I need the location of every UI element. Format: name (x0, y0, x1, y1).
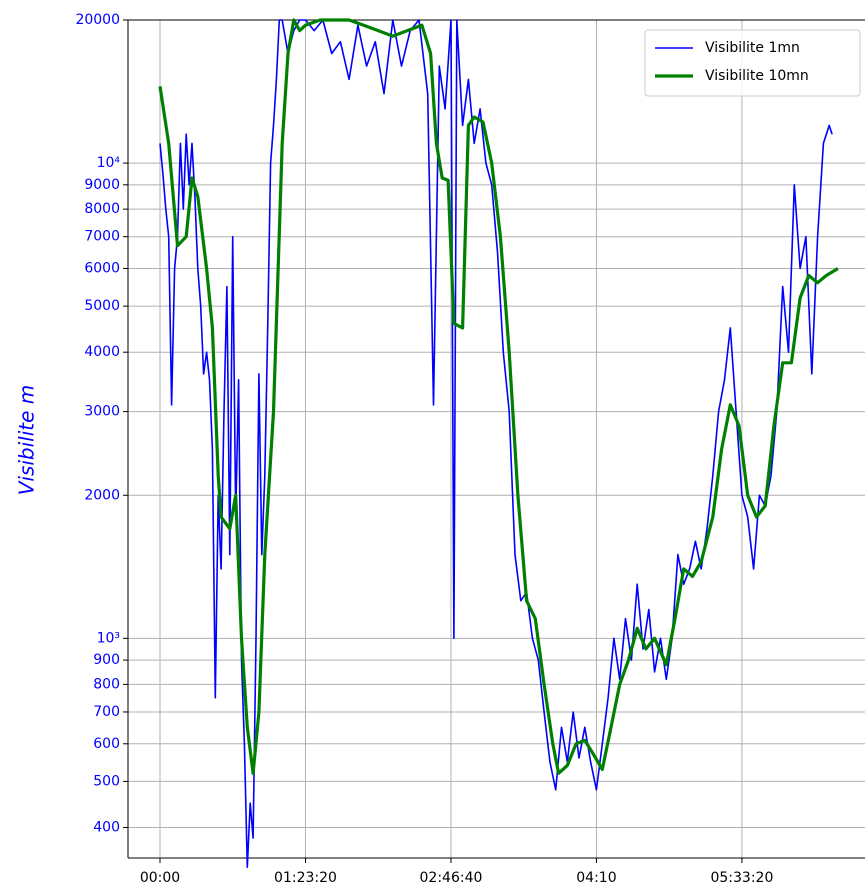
x-tick-label: 04:10 (576, 870, 616, 886)
y-tick-label: 10³ (97, 630, 120, 646)
y-tick-label: 500 (93, 773, 120, 789)
y-tick-label: 900 (93, 652, 120, 668)
y-tick-label: 700 (93, 704, 120, 720)
y-tick-label: 10⁴ (97, 155, 121, 171)
x-tick-label: 01:23:20 (274, 870, 337, 886)
y-tick-label: 9000 (84, 177, 120, 193)
y-tick-label: 3000 (84, 404, 120, 420)
y-tick-label: 20000 (75, 12, 120, 28)
x-tick-label: 02:46:40 (420, 870, 483, 886)
y-tick-label: 4000 (84, 344, 120, 360)
legend-label: Visibilite 10mn (705, 68, 809, 84)
y-axis-label: Visibilite m (15, 385, 39, 496)
y-tick-label: 800 (93, 676, 120, 692)
x-tick-label: 05:33:20 (710, 870, 773, 886)
y-tick-label: 8000 (84, 201, 120, 217)
y-tick-label: 5000 (84, 298, 120, 314)
legend-label: Visibilite 1mn (705, 40, 800, 56)
y-tick-label: 600 (93, 736, 120, 752)
y-tick-label: 6000 (84, 261, 120, 277)
x-tick-label: 00:00 (140, 870, 180, 886)
y-tick-label: 7000 (84, 229, 120, 245)
series-line (159, 19, 833, 868)
y-tick-label: 400 (93, 819, 120, 835)
y-tick-label: 2000 (84, 487, 120, 503)
series-line (158, 18, 839, 775)
legend-box (644, 29, 861, 97)
